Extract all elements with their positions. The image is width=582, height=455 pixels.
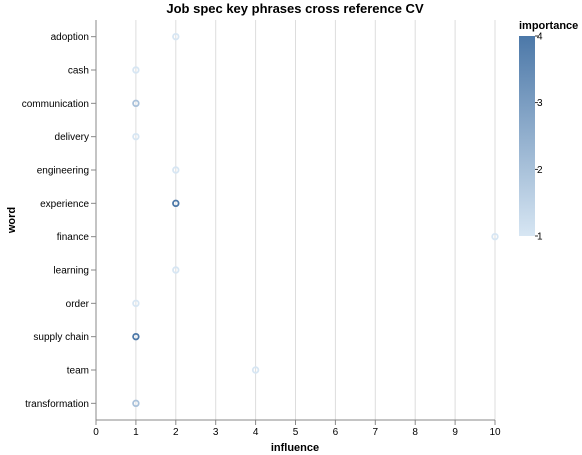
data-point — [251, 366, 260, 374]
data-point — [132, 299, 140, 308]
y-tick-label: learning — [53, 266, 89, 277]
data-point — [132, 399, 140, 408]
importance-legend: importance 4 3 2 1 — [519, 20, 578, 243]
grid-lines — [95, 20, 496, 420]
legend-color-bar — [519, 36, 535, 236]
data-point — [172, 166, 180, 174]
data-point — [172, 199, 180, 208]
legend-label: 2 — [537, 165, 543, 176]
data-point — [172, 266, 180, 274]
data-point — [132, 332, 140, 341]
data-points — [132, 32, 499, 408]
y-axis-title: word — [6, 207, 18, 234]
x-tick-label: 2 — [173, 427, 179, 438]
y-tick-label: team — [67, 366, 89, 377]
data-point — [132, 66, 140, 74]
y-tick-label: transformation — [25, 399, 89, 410]
axes: 0 1 2 3 4 5 6 7 8 9 10 adoption cash communication del… — [22, 20, 501, 438]
data-point — [491, 232, 499, 241]
y-tick-label: order — [66, 299, 90, 310]
legend-label: 3 — [537, 98, 543, 109]
data-point — [132, 99, 140, 108]
y-tick-label: engineering — [37, 166, 89, 177]
x-tick-label: 8 — [412, 427, 418, 438]
y-tick-label: communication — [22, 99, 89, 110]
y-tick-label: adoption — [51, 32, 89, 43]
x-axis-title: influence — [271, 442, 319, 454]
x-tick-label: 0 — [93, 427, 99, 438]
data-point — [132, 132, 140, 141]
x-tick-label: 5 — [293, 427, 299, 438]
x-tick-label: 1 — [133, 427, 139, 438]
y-tick-label: delivery — [55, 132, 89, 143]
x-tick-label: 7 — [373, 427, 379, 438]
y-tick-label: finance — [57, 232, 90, 243]
y-tick-label: experience — [40, 199, 89, 210]
legend-title: importance — [519, 20, 578, 32]
legend-label: 1 — [537, 232, 543, 243]
y-tick-label: supply chain — [33, 332, 89, 343]
x-tick-label: 6 — [333, 427, 339, 438]
y-tick-label: cash — [68, 66, 89, 77]
data-point — [172, 32, 180, 41]
x-tick-label: 4 — [253, 427, 259, 438]
x-tick-label: 10 — [489, 427, 501, 438]
x-tick-label: 9 — [452, 427, 458, 438]
chart-title: Job spec key phrases cross reference CV — [166, 1, 424, 16]
x-tick-label: 3 — [213, 427, 219, 438]
legend-label: 4 — [537, 32, 543, 43]
